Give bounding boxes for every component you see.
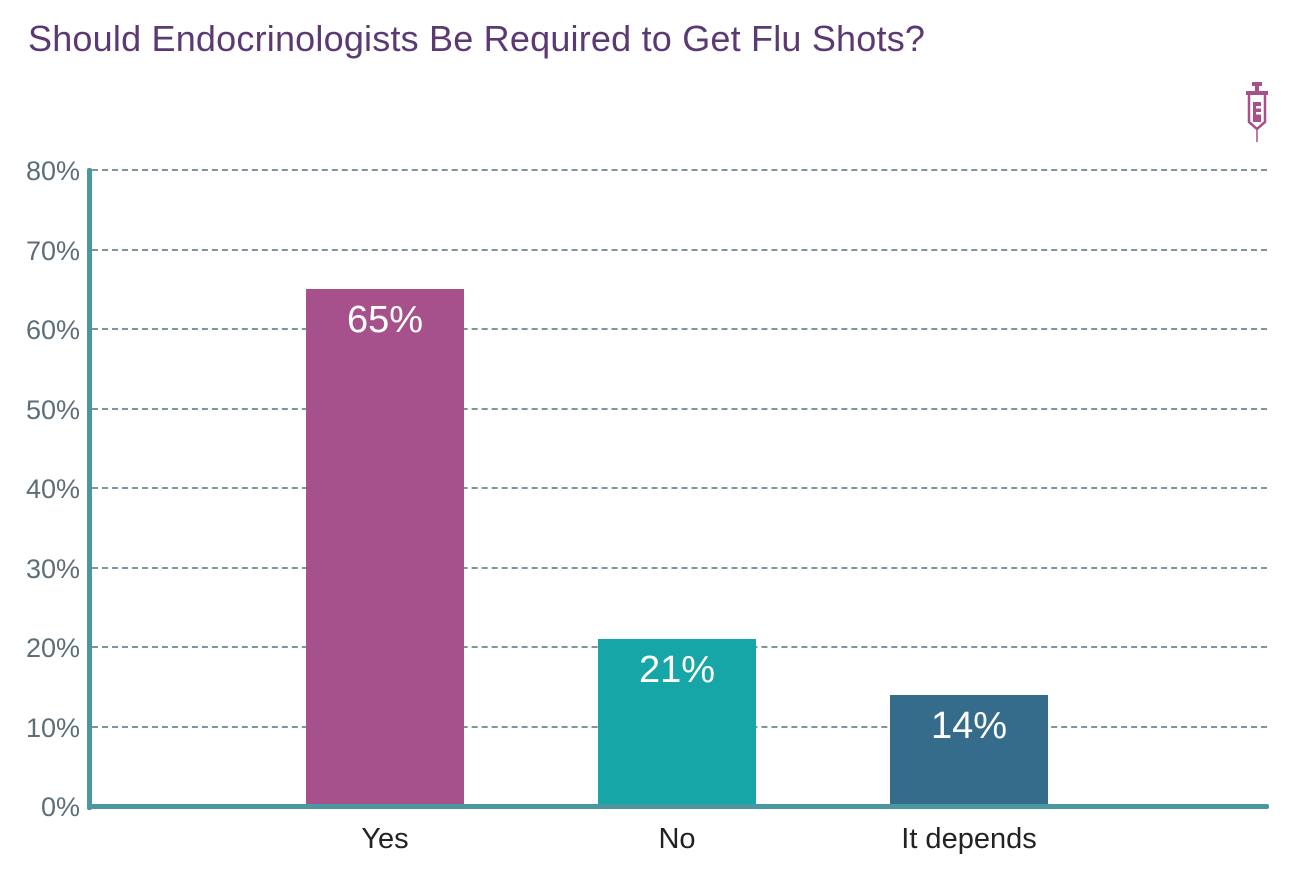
y-tick-label: 50% xyxy=(25,394,80,425)
bar-no: 21% xyxy=(598,639,756,806)
bar-it-depends: 14% xyxy=(890,694,1048,806)
bar-value-label: 14% xyxy=(930,704,1008,747)
x-category-label: Yes xyxy=(361,823,409,855)
y-tick-label: 40% xyxy=(25,474,80,504)
bar-value-label: 21% xyxy=(638,649,716,692)
y-tick-label: 0% xyxy=(40,792,80,822)
x-category-label: It depends xyxy=(901,823,1037,855)
y-tick-label: 80% xyxy=(25,156,80,186)
x-category-label: No xyxy=(658,823,696,855)
y-axis-line xyxy=(87,168,92,810)
bar-yes: 65% xyxy=(306,289,464,806)
gridline xyxy=(92,407,1267,410)
gridline xyxy=(92,169,1267,171)
y-tick-label: 70% xyxy=(25,235,80,266)
chart-title: Should Endocrinologists Be Required to G… xyxy=(28,18,926,59)
y-tick-label: 10% xyxy=(25,712,80,743)
bar-value-label: 65% xyxy=(346,299,424,342)
gridline xyxy=(92,248,1267,251)
y-tick-label: 60% xyxy=(25,315,80,345)
y-tick-label: 30% xyxy=(25,553,80,584)
syringe-icon xyxy=(1246,82,1268,142)
gridline xyxy=(92,487,1267,489)
gridline xyxy=(92,328,1267,330)
y-tick-label: 20% xyxy=(25,633,80,663)
gridline xyxy=(92,566,1267,569)
x-axis-line xyxy=(87,804,1269,809)
